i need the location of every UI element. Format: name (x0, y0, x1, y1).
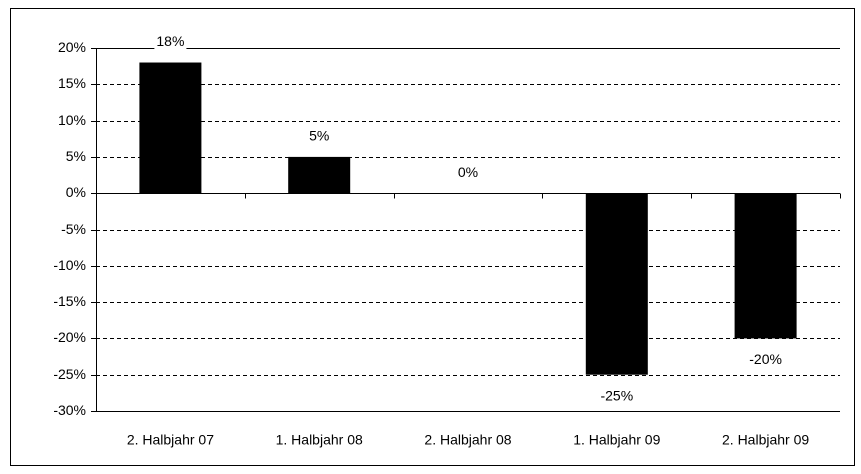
y-tick-label: -20% (53, 329, 86, 345)
y-tick-label: -15% (53, 293, 86, 309)
bar (585, 193, 648, 375)
value-label-bg (154, 33, 187, 50)
x-tick-label: 1. Halbjahr 08 (276, 432, 363, 448)
y-tick-label: 15% (58, 75, 86, 91)
value-label-bg (307, 127, 332, 144)
value-label: 5% (309, 128, 329, 144)
y-tick-label: 0% (66, 184, 86, 200)
y-tick-label: -25% (53, 366, 86, 382)
y-tick-label: -30% (53, 402, 86, 418)
value-label: -20% (749, 351, 782, 367)
value-label: 18% (156, 33, 184, 49)
chart-frame (10, 8, 855, 466)
value-label: 0% (458, 164, 478, 180)
x-tick-label: 2. Halbjahr 07 (127, 432, 214, 448)
y-tick-label: 20% (58, 39, 86, 55)
value-label-bg (455, 163, 481, 180)
x-tick-label: 2. Halbjahr 08 (424, 432, 511, 448)
value-label: -25% (600, 387, 633, 403)
y-tick-label: -10% (53, 257, 86, 273)
value-label-bg (598, 387, 636, 404)
bar (139, 62, 202, 194)
bar (734, 193, 797, 339)
bar (288, 156, 351, 194)
y-tick-label: 10% (58, 112, 86, 128)
y-tick-label: -5% (61, 221, 86, 237)
value-label-bg (747, 351, 784, 368)
x-tick-label: 1. Halbjahr 09 (573, 432, 660, 448)
x-tick-label: 2. Halbjahr 09 (722, 432, 809, 448)
y-tick-label: 5% (66, 148, 86, 164)
